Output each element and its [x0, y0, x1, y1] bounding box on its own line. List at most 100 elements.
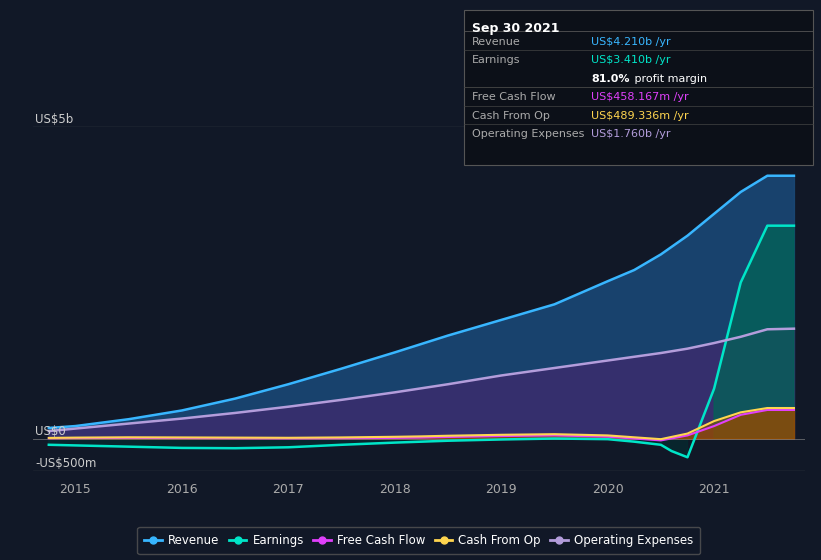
- Free Cash Flow: [177, 435, 187, 441]
- Operating Expenses: [630, 353, 640, 360]
- Text: -US$500m: -US$500m: [35, 456, 96, 470]
- Revenue: [443, 332, 453, 339]
- Text: US$0: US$0: [35, 426, 66, 438]
- Text: Cash From Op: Cash From Op: [472, 111, 550, 121]
- Cash From Op: [496, 431, 506, 438]
- Cash From Op: [763, 405, 773, 412]
- Line: Operating Expenses: Operating Expenses: [48, 329, 794, 431]
- Earnings: [549, 435, 559, 442]
- Earnings: [390, 439, 400, 446]
- Free Cash Flow: [416, 434, 426, 441]
- Operating Expenses: [763, 326, 773, 333]
- Operating Expenses: [283, 403, 293, 410]
- Operating Expenses: [682, 346, 692, 352]
- Free Cash Flow: [736, 412, 745, 418]
- Free Cash Flow: [230, 435, 240, 442]
- Legend: Revenue, Earnings, Free Cash Flow, Cash From Op, Operating Expenses: Revenue, Earnings, Free Cash Flow, Cash …: [137, 527, 700, 554]
- Earnings: [337, 441, 346, 448]
- Cash From Op: [177, 434, 187, 441]
- Operating Expenses: [230, 409, 240, 416]
- Operating Expenses: [496, 372, 506, 379]
- Revenue: [124, 416, 134, 423]
- Cash From Op: [124, 434, 134, 441]
- Free Cash Flow: [390, 435, 400, 441]
- Line: Free Cash Flow: Free Cash Flow: [48, 410, 794, 440]
- Revenue: [763, 172, 773, 179]
- Earnings: [177, 445, 187, 451]
- Revenue: [736, 189, 745, 195]
- Revenue: [549, 301, 559, 307]
- Free Cash Flow: [283, 435, 293, 442]
- Revenue: [390, 349, 400, 356]
- Operating Expenses: [124, 420, 134, 427]
- Operating Expenses: [789, 325, 799, 332]
- Operating Expenses: [549, 365, 559, 371]
- Revenue: [603, 278, 612, 284]
- Line: Revenue: Revenue: [48, 176, 794, 428]
- Revenue: [682, 232, 692, 239]
- Earnings: [71, 442, 80, 449]
- Free Cash Flow: [337, 435, 346, 442]
- Text: US$458.167m /yr: US$458.167m /yr: [591, 92, 689, 102]
- Text: Revenue: Revenue: [472, 37, 521, 47]
- Operating Expenses: [177, 415, 187, 422]
- Free Cash Flow: [496, 433, 506, 440]
- Text: US$3.410b /yr: US$3.410b /yr: [591, 55, 671, 66]
- Operating Expenses: [656, 349, 666, 356]
- Text: US$5b: US$5b: [35, 114, 73, 127]
- Revenue: [496, 316, 506, 323]
- Cash From Op: [789, 405, 799, 412]
- Free Cash Flow: [124, 435, 134, 441]
- Revenue: [71, 423, 80, 430]
- Earnings: [443, 437, 453, 444]
- Cash From Op: [443, 432, 453, 439]
- Text: 81.0%: 81.0%: [591, 74, 630, 84]
- Text: Operating Expenses: Operating Expenses: [472, 129, 585, 139]
- Earnings: [630, 438, 640, 445]
- Revenue: [283, 381, 293, 388]
- Revenue: [44, 424, 53, 431]
- Operating Expenses: [44, 428, 53, 435]
- Cash From Op: [416, 433, 426, 440]
- Cash From Op: [682, 430, 692, 437]
- Free Cash Flow: [44, 435, 53, 442]
- Line: Cash From Op: Cash From Op: [48, 408, 794, 439]
- Revenue: [630, 267, 640, 273]
- Operating Expenses: [736, 333, 745, 340]
- Earnings: [709, 385, 719, 392]
- Cash From Op: [549, 431, 559, 437]
- Earnings: [230, 445, 240, 451]
- Cash From Op: [71, 434, 80, 441]
- Operating Expenses: [603, 357, 612, 364]
- Free Cash Flow: [630, 435, 640, 442]
- Earnings: [44, 441, 53, 448]
- Free Cash Flow: [603, 433, 612, 440]
- Operating Expenses: [443, 381, 453, 388]
- Cash From Op: [656, 436, 666, 442]
- Cash From Op: [390, 433, 400, 440]
- Operating Expenses: [71, 425, 80, 432]
- Text: Free Cash Flow: Free Cash Flow: [472, 92, 556, 102]
- Earnings: [789, 222, 799, 229]
- Cash From Op: [230, 434, 240, 441]
- Free Cash Flow: [763, 407, 773, 413]
- Free Cash Flow: [709, 423, 719, 430]
- Earnings: [283, 444, 293, 451]
- Operating Expenses: [337, 396, 346, 403]
- Cash From Op: [44, 435, 53, 441]
- Operating Expenses: [709, 340, 719, 347]
- Text: US$1.760b /yr: US$1.760b /yr: [591, 129, 671, 139]
- Free Cash Flow: [71, 435, 80, 441]
- Free Cash Flow: [656, 437, 666, 444]
- Cash From Op: [283, 435, 293, 441]
- Text: Earnings: Earnings: [472, 55, 521, 66]
- Free Cash Flow: [443, 433, 453, 440]
- Revenue: [337, 365, 346, 372]
- Earnings: [736, 279, 745, 286]
- Operating Expenses: [390, 389, 400, 396]
- Text: profit margin: profit margin: [631, 74, 707, 84]
- Free Cash Flow: [549, 432, 559, 439]
- Cash From Op: [630, 434, 640, 441]
- Cash From Op: [337, 434, 346, 441]
- Line: Earnings: Earnings: [48, 226, 794, 458]
